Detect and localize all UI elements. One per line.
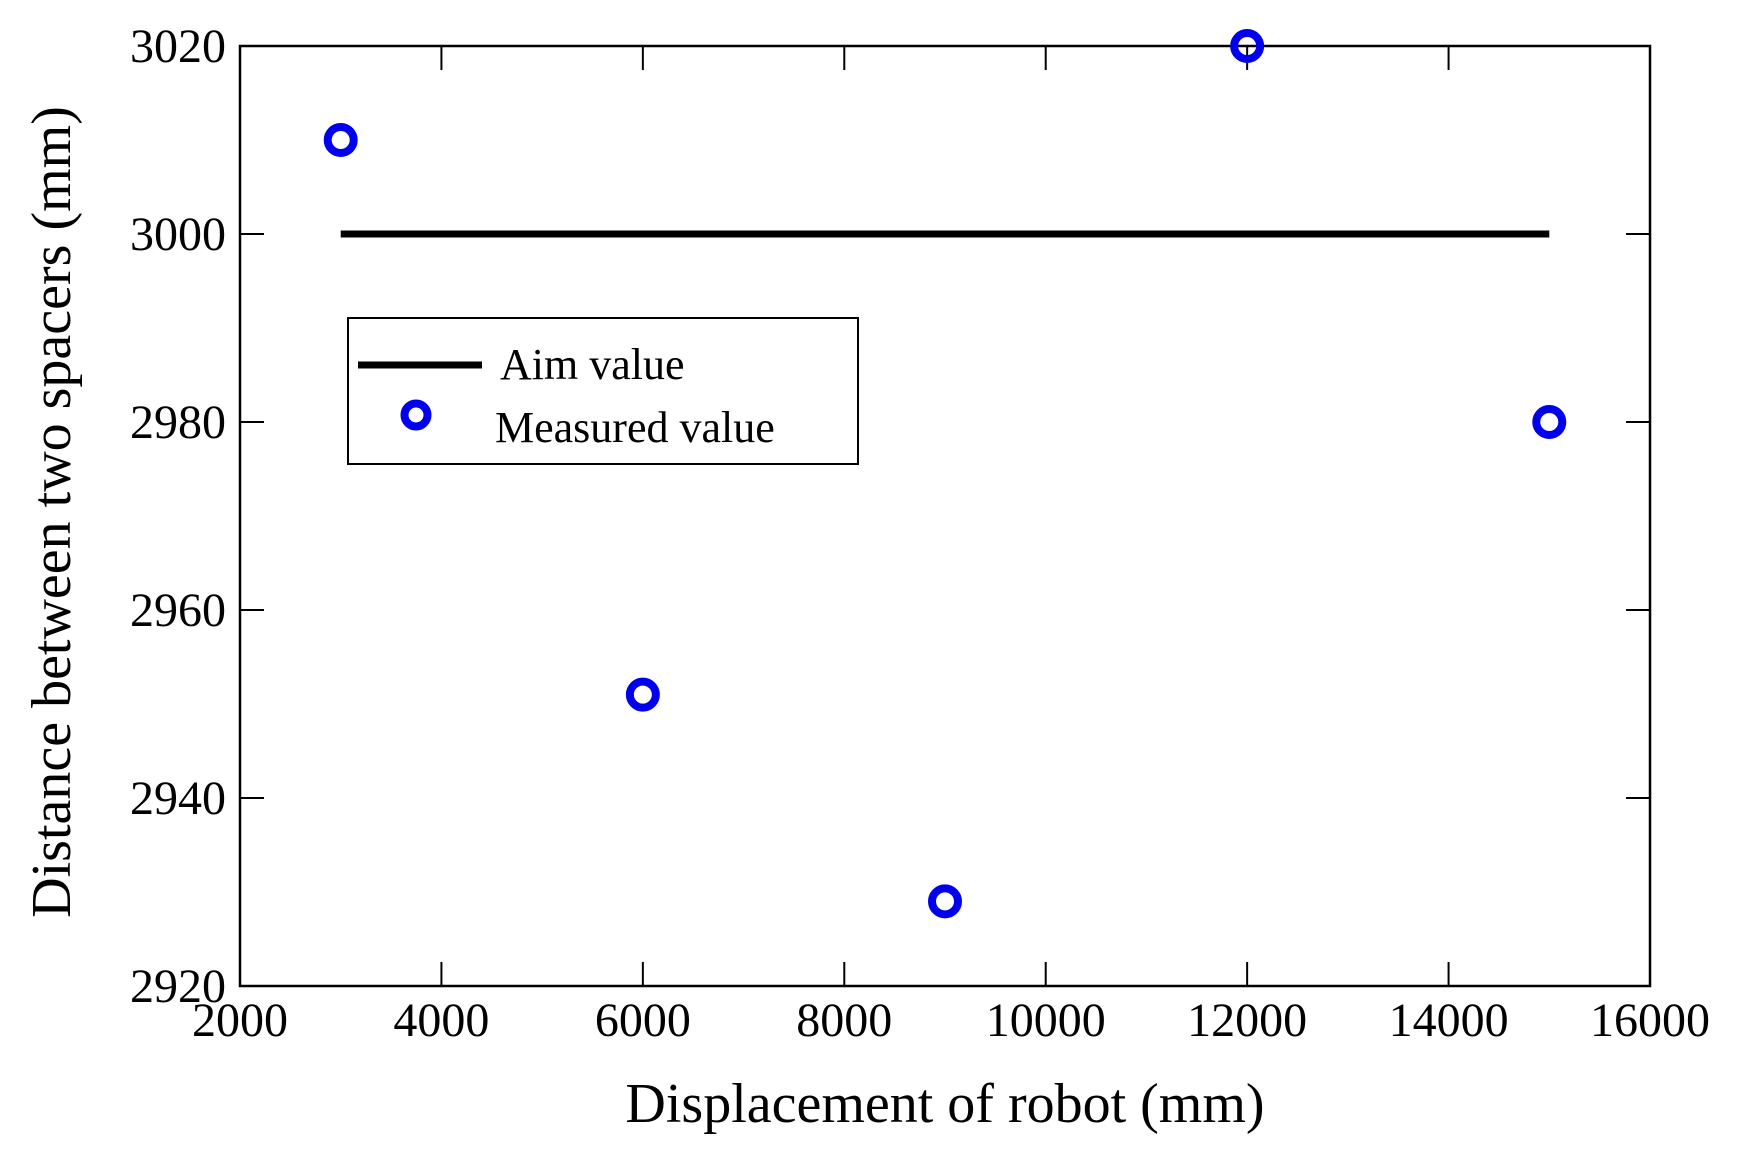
y-tick-label-2: 2960	[130, 584, 226, 637]
axis-ticks: 2000 4000 6000 8000 10000 12000 14000 16000 2920…	[130, 20, 1710, 1047]
x-tick-label-5: 12000	[1187, 994, 1307, 1047]
x-tick-label-2: 6000	[595, 994, 691, 1047]
legend: Aim value Measured value	[347, 317, 859, 465]
measured-value-series	[323, 29, 1567, 919]
x-tick-label-6: 14000	[1389, 994, 1509, 1047]
measured-point-0	[323, 123, 358, 157]
x-tick-label-4: 10000	[986, 994, 1106, 1047]
legend-measured-marker-sample	[400, 399, 432, 431]
y-tick-label-3: 2980	[130, 396, 226, 449]
y-tick-label-5: 3020	[130, 20, 226, 73]
measured-point-4	[1532, 405, 1567, 439]
y-tick-label-4: 3000	[130, 208, 226, 261]
x-tick-label-7: 16000	[1590, 994, 1710, 1047]
measured-point-2	[928, 884, 962, 919]
measured-point-3	[1230, 29, 1265, 63]
y-axis-label: Distance between two spacers (mm)	[21, 106, 83, 918]
plot-area	[238, 44, 1652, 988]
x-tick-label-3: 8000	[796, 994, 892, 1047]
measured-point-1	[625, 677, 660, 712]
legend-label-measured-value: Measured value	[495, 403, 775, 452]
y-tick-label-1: 2940	[130, 772, 226, 825]
x-tick-label-1: 4000	[393, 994, 489, 1047]
legend-box	[347, 317, 859, 465]
x-tick-label-0: 2000	[192, 994, 288, 1047]
legend-label-aim-value: Aim value	[500, 340, 685, 389]
y-tick-label-0: 2920	[130, 960, 226, 1013]
x-axis-label: Displacement of robot (mm)	[625, 1073, 1264, 1135]
